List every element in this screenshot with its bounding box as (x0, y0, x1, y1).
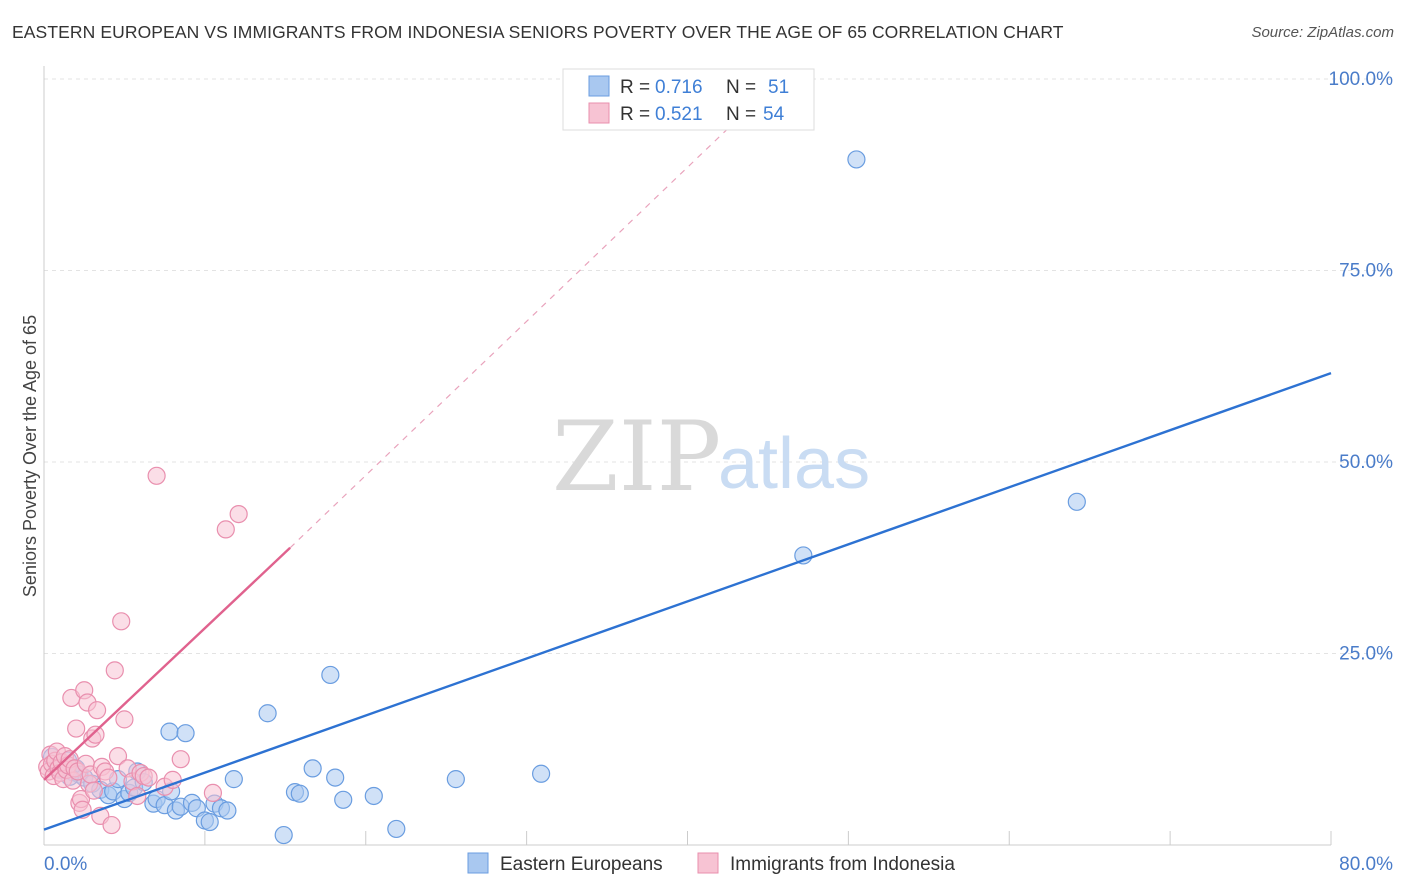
eastern-european-point (847, 150, 866, 169)
legend-label-indonesia: Immigrants from Indonesia (730, 854, 955, 875)
x-tick-label: 80.0% (1339, 854, 1393, 875)
eastern-european-point (303, 759, 322, 778)
indonesia-point (105, 661, 124, 680)
watermark-zip: ZIP (552, 401, 721, 513)
axes: 25.0% 50.0% 75.0% 100.0% 0.0% 80.0% (43, 66, 1394, 875)
y-tick-label: 50.0% (1339, 452, 1393, 473)
eastern-european-point (1067, 492, 1086, 511)
eastern-european-point (321, 665, 340, 685)
y-tick-label: 100.0% (1329, 69, 1394, 90)
stats-swatch-indonesia (588, 102, 610, 124)
eastern-european-point (364, 786, 383, 806)
series-legend: Eastern Europeans Immigrants from Indone… (467, 852, 955, 875)
trend-lines (43, 128, 1332, 831)
eastern-european-point (224, 770, 243, 789)
eastern-european-point (446, 770, 465, 789)
indonesia-point (99, 768, 118, 787)
indonesia-point (115, 710, 134, 729)
eastern-european-point (160, 722, 179, 741)
indonesia-point (108, 747, 128, 766)
stats-n-value-eastern: 51 (768, 77, 789, 98)
eastern-european-point (334, 790, 353, 809)
stats-r-label-eastern: R = (620, 77, 650, 98)
stats-n-label-indonesia: N = (726, 104, 756, 125)
stats-r-value-indonesia: 0.521 (655, 104, 703, 125)
watermark: ZIP atlas (552, 401, 870, 513)
indonesia-point (86, 725, 105, 744)
eastern-european-point (200, 812, 219, 832)
stats-swatch-eastern (588, 75, 610, 97)
stats-r-label-indonesia: R = (620, 104, 650, 125)
indonesia-point (216, 520, 235, 539)
source-label: Source: ZipAtlas.com (1251, 24, 1394, 41)
stats-n-value-indonesia: 54 (763, 104, 785, 125)
chart-title: EASTERN EUROPEAN VS IMMIGRANTS FROM INDO… (12, 22, 1064, 42)
indonesia-trend-line (43, 546, 291, 781)
indonesia-point (203, 783, 223, 803)
legend-label-eastern: Eastern Europeans (500, 854, 663, 875)
indonesia-point (112, 612, 131, 631)
y-axis-label: Seniors Poverty Over the Age of 65 (20, 315, 40, 597)
indonesia-point (171, 750, 190, 769)
eastern-european-point (258, 704, 277, 723)
indonesia-point (147, 466, 166, 485)
eastern-european-point (387, 819, 406, 839)
legend-swatch-indonesia (697, 852, 719, 874)
indonesia-point (102, 815, 121, 835)
stats-n-label-eastern: N = (726, 77, 756, 98)
eastern-european-point (290, 784, 309, 803)
indonesia-point (139, 768, 158, 787)
y-tick-label: 25.0% (1339, 644, 1393, 665)
grid-lines (44, 78, 1391, 654)
indonesia-point (229, 504, 248, 524)
eastern-european-point (176, 724, 195, 743)
watermark-atlas: atlas (718, 424, 870, 504)
eastern-european-trend-line (43, 372, 1332, 831)
eastern-european-point (218, 801, 237, 820)
x-tick-label: 0.0% (44, 854, 87, 875)
eastern-european-point (274, 825, 293, 845)
eastern-european-point (532, 764, 551, 783)
stats-legend: R = 0.716 N = 51 R = 0.521 N = 54 (562, 68, 815, 131)
indonesia-point (84, 781, 103, 800)
indonesia-point (67, 719, 86, 738)
stats-r-value-eastern: 0.716 (655, 77, 703, 98)
y-tick-label: 75.0% (1339, 261, 1393, 282)
indonesia-trend-extension (289, 128, 729, 549)
eastern-european-point (326, 768, 345, 787)
indonesia-point (87, 701, 107, 720)
legend-swatch-eastern (467, 852, 489, 874)
